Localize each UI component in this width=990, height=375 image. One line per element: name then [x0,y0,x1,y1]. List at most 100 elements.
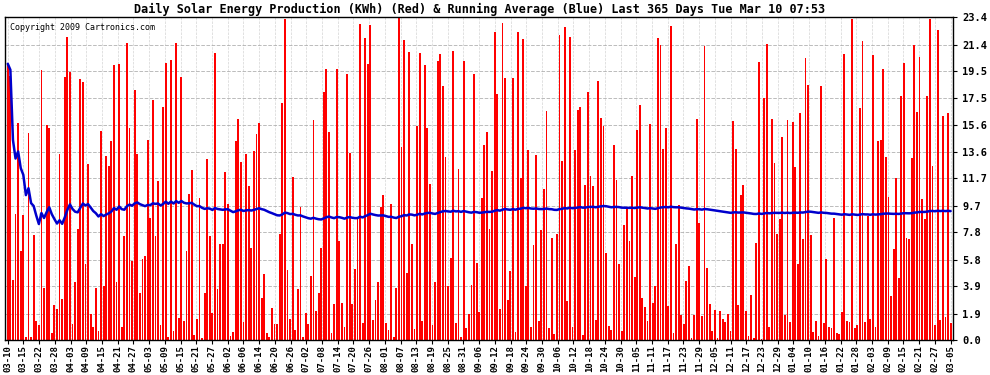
Bar [613,146,615,340]
Bar [356,217,358,340]
Bar [346,74,348,340]
Bar [388,330,389,340]
Bar [675,244,677,340]
Bar [834,218,835,340]
Bar [533,245,535,340]
Bar [752,338,754,340]
Bar [538,321,540,340]
Bar [457,169,459,340]
Bar [235,141,237,340]
Bar [802,239,804,340]
Bar [846,321,847,340]
Bar [574,150,576,340]
Bar [735,149,737,340]
Bar [693,315,695,340]
Bar [84,264,86,340]
Bar [877,141,879,340]
Bar [701,316,703,340]
Bar [940,320,941,340]
Bar [318,293,320,340]
Bar [670,26,672,340]
Bar [664,128,666,340]
Bar [393,337,395,340]
Bar [82,82,84,340]
Bar [839,334,841,340]
Bar [582,335,584,340]
Bar [217,289,219,340]
Text: Copyright 2009 Cartronics.com: Copyright 2009 Cartronics.com [10,24,154,33]
Bar [339,241,341,340]
Bar [465,328,467,340]
Bar [624,225,625,340]
Bar [427,128,429,340]
Bar [447,286,449,340]
Bar [98,331,99,340]
Bar [651,303,653,340]
Bar [328,132,330,340]
Bar [887,197,889,340]
Bar [496,94,498,340]
Bar [369,25,371,340]
Bar [105,156,107,340]
Bar [87,164,89,340]
Bar [738,304,740,340]
Bar [201,338,203,340]
Bar [15,214,17,340]
Bar [528,150,530,340]
Bar [149,217,151,340]
Bar [895,178,897,340]
Bar [512,78,514,340]
Bar [180,76,182,340]
Bar [727,314,729,340]
Bar [649,124,651,340]
Bar [885,156,887,340]
Bar [74,282,76,340]
Bar [592,186,594,340]
Bar [165,63,166,340]
Bar [919,57,921,340]
Bar [807,84,809,340]
Bar [680,315,682,340]
Bar [792,122,794,340]
Bar [864,322,866,340]
Bar [172,330,174,340]
Bar [151,100,153,340]
Bar [167,336,169,340]
Bar [175,43,177,340]
Bar [271,308,273,340]
Bar [411,244,413,340]
Bar [429,184,431,340]
Bar [222,243,224,340]
Bar [932,166,934,340]
Bar [460,337,462,340]
Bar [69,72,71,340]
Bar [305,313,307,340]
Bar [579,107,581,340]
Bar [44,288,45,340]
Bar [699,223,700,340]
Bar [823,322,825,340]
Bar [364,38,366,340]
Bar [395,288,397,340]
Bar [730,331,732,340]
Bar [344,327,346,340]
Bar [523,39,524,340]
Bar [712,331,713,340]
Bar [71,324,73,340]
Bar [354,269,355,340]
Bar [321,248,322,340]
Bar [414,329,416,340]
Bar [137,154,139,340]
Bar [831,328,833,340]
Bar [709,304,711,340]
Bar [642,298,644,340]
Bar [90,314,91,340]
Bar [367,64,368,340]
Bar [747,336,749,340]
Bar [629,241,631,340]
Bar [639,105,641,340]
Bar [893,249,895,340]
Bar [882,69,884,340]
Bar [260,298,262,340]
Bar [530,327,532,340]
